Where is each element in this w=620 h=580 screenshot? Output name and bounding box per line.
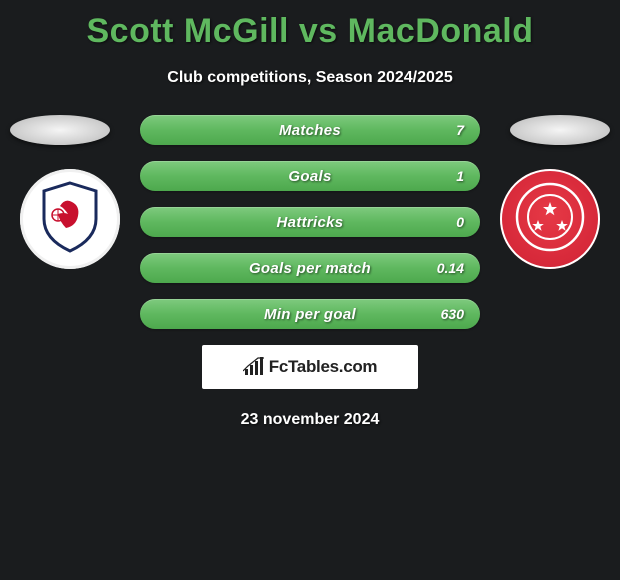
stat-label: Min per goal (264, 306, 356, 323)
player-photo-left (10, 115, 110, 145)
bar-chart-icon (243, 357, 265, 377)
player-photo-right (510, 115, 610, 145)
stat-value: 7 (456, 122, 464, 138)
crest-shield-icon (40, 181, 100, 258)
stat-row-hattricks: Hattricks 0 (140, 207, 480, 237)
brand-text: FcTables.com (269, 357, 378, 377)
comparison-area: Matches 7 Goals 1 Hattricks 0 Goals per … (0, 115, 620, 429)
page-title: Scott McGill vs MacDonald (0, 0, 620, 51)
stat-value: 630 (441, 306, 464, 322)
stat-label: Hattricks (277, 214, 344, 231)
stat-row-matches: Matches 7 (140, 115, 480, 145)
stat-label: Goals (288, 168, 331, 185)
crest-ring-icon (515, 182, 585, 257)
subtitle: Club competitions, Season 2024/2025 (0, 69, 620, 87)
stat-row-goals: Goals 1 (140, 161, 480, 191)
stat-value: 0.14 (437, 260, 464, 276)
club-logo-right (500, 169, 600, 269)
stat-rows: Matches 7 Goals 1 Hattricks 0 Goals per … (140, 115, 480, 329)
club-logo-left (20, 169, 120, 269)
stat-row-min-per-goal: Min per goal 630 (140, 299, 480, 329)
stat-label: Matches (279, 122, 341, 139)
stat-label: Goals per match (249, 260, 371, 277)
stat-value: 0 (456, 214, 464, 230)
brand-box[interactable]: FcTables.com (202, 345, 418, 389)
stat-value: 1 (456, 168, 464, 184)
date-text: 23 november 2024 (0, 411, 620, 429)
stat-row-goals-per-match: Goals per match 0.14 (140, 253, 480, 283)
